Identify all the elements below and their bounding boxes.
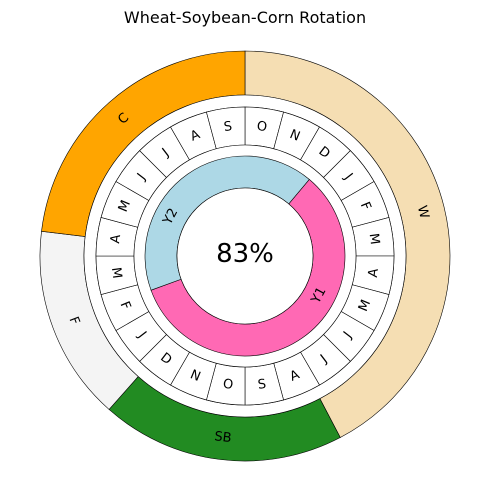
center-hole bbox=[176, 187, 314, 325]
crop-label-sb: SB bbox=[214, 429, 233, 446]
year-label-y2: Y2 bbox=[160, 206, 181, 228]
month-label: A bbox=[108, 234, 124, 245]
month-label: S bbox=[223, 119, 233, 135]
month-label: M bbox=[108, 266, 124, 279]
center-percentage: 83% bbox=[216, 239, 274, 269]
month-label: M bbox=[356, 298, 374, 314]
month-label: M bbox=[366, 232, 382, 245]
month-label: O bbox=[256, 119, 268, 135]
month-label: A bbox=[366, 267, 382, 278]
year-ring: Y1 Y2 bbox=[144, 155, 346, 357]
year-label-y1: Y1 bbox=[308, 285, 329, 307]
month-label: O bbox=[222, 377, 234, 393]
month-label: M bbox=[116, 198, 134, 214]
month-label: S bbox=[257, 377, 267, 393]
chart-title: Wheat-Soybean-Corn Rotation bbox=[123, 8, 367, 27]
crop-label-w: W bbox=[414, 204, 432, 220]
